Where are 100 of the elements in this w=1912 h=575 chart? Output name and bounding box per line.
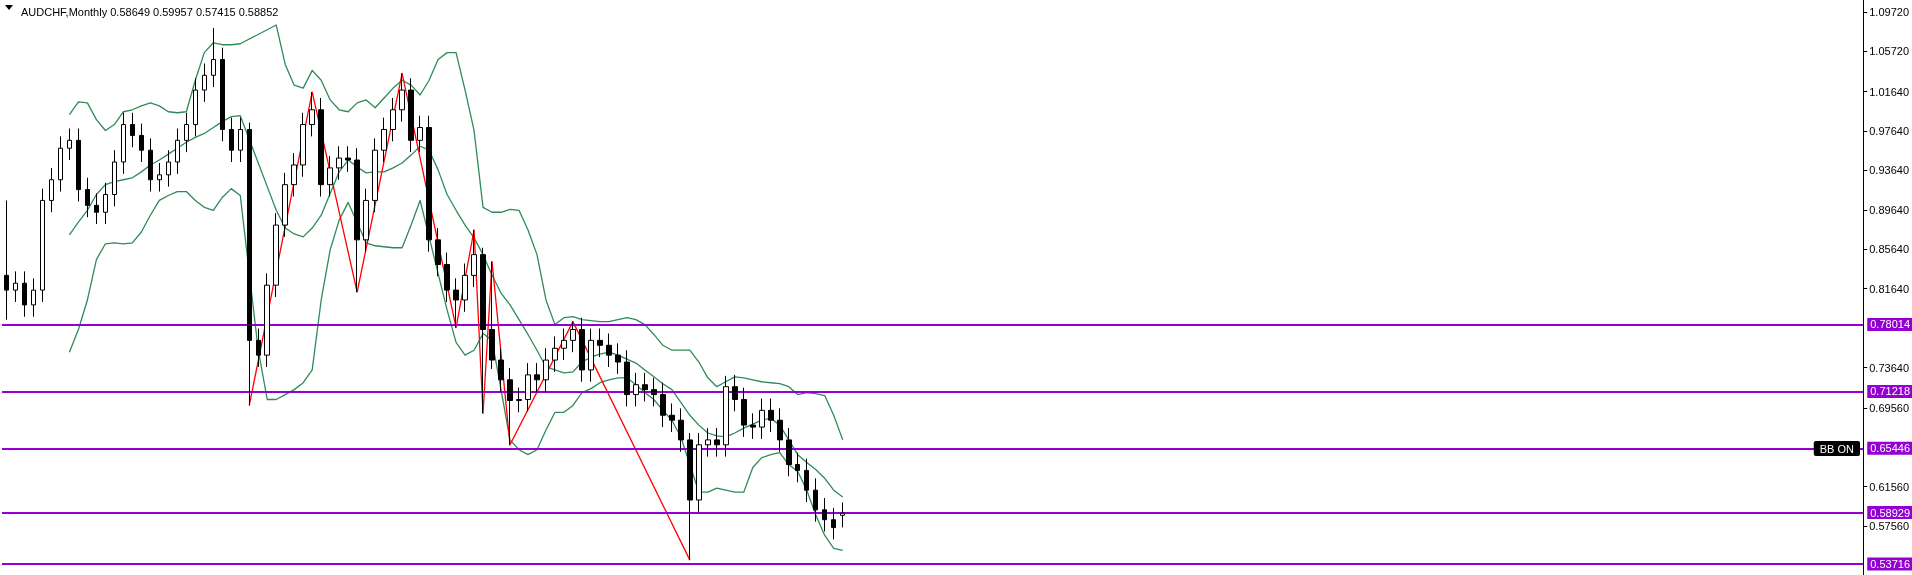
- candlestick: [804, 458, 809, 503]
- candlestick: [211, 27, 216, 88]
- candlestick: [435, 227, 441, 277]
- y-tick-label: 0.57560: [1869, 520, 1909, 533]
- candlestick: [67, 128, 72, 161]
- candlestick: [363, 188, 369, 253]
- candlestick: [58, 135, 63, 193]
- y-tick-label: 0.97640: [1869, 125, 1909, 138]
- candlestick: [112, 149, 117, 207]
- candlestick: [696, 432, 702, 513]
- candlestick: [76, 128, 81, 202]
- candlestick: [480, 247, 486, 414]
- candlestick: [193, 77, 198, 137]
- annotation: BB ON: [1819, 442, 1855, 455]
- candlestick: [534, 362, 540, 393]
- candlestick: [238, 117, 243, 163]
- candlestick: [705, 427, 711, 458]
- candlestick: [139, 123, 144, 163]
- candlestick: [130, 112, 135, 148]
- y-tick-label: 0.89640: [1869, 203, 1909, 216]
- candlestick: [444, 252, 450, 303]
- y-tick-label: 0.73640: [1869, 361, 1909, 374]
- candlestick: [336, 145, 342, 181]
- candlestick: [750, 412, 756, 440]
- candlestick: [202, 62, 207, 103]
- line-series: [68, 187, 844, 551]
- candlestick: [759, 398, 765, 440]
- line-series: [68, 115, 844, 498]
- candlestick: [498, 347, 504, 393]
- candlestick: [31, 277, 36, 318]
- candlestick: [795, 452, 800, 483]
- candlestick: [417, 115, 423, 153]
- candlestick: [597, 328, 603, 358]
- candlestick: [462, 263, 468, 313]
- candlestick: [525, 362, 531, 412]
- candlestick: [579, 317, 585, 383]
- candlestick: [822, 497, 827, 533]
- y-tick-label: 1.05720: [1869, 45, 1909, 58]
- candlestick: [247, 122, 252, 406]
- candlestick: [49, 167, 54, 213]
- candlestick: [372, 137, 378, 213]
- ref-line-label: 0.78014: [1870, 318, 1910, 331]
- candlestick: [606, 332, 612, 368]
- candlestick: [264, 272, 270, 368]
- ref-line-label: 0.71218: [1870, 385, 1910, 398]
- candlestick: [786, 427, 792, 477]
- candlestick: [175, 128, 180, 175]
- candlestick: [103, 182, 108, 225]
- ref-line-label: 0.65446: [1870, 442, 1910, 455]
- candlestick: [220, 47, 225, 142]
- text: AUDCHF,Monthly 0.58649 0.59957 0.57415 0.58852: [21, 5, 279, 18]
- candlestick: [561, 328, 567, 361]
- candlestick: [768, 398, 774, 433]
- candlestick: [624, 349, 630, 407]
- y-tick-label: 1.01640: [1869, 85, 1909, 98]
- candlestick: [309, 91, 315, 137]
- candlestick: [399, 72, 405, 123]
- candlestick: [318, 97, 324, 197]
- candlestick: [714, 427, 720, 458]
- y-tick-label: 0.69560: [1869, 401, 1909, 414]
- candlestick: [408, 77, 414, 153]
- candlestick: [507, 367, 513, 446]
- candlestick: [166, 149, 171, 188]
- candlestick: [354, 147, 360, 293]
- candlestick: [588, 328, 594, 383]
- candlestick: [633, 372, 639, 407]
- candlestick: [184, 112, 189, 153]
- candlestick: [777, 407, 783, 453]
- candlestick: [327, 155, 333, 197]
- candlestick: [40, 188, 45, 303]
- candlestick: [381, 117, 387, 163]
- ref-line-label: 0.53716: [1870, 557, 1910, 570]
- candlestick: [615, 342, 621, 375]
- y-tick-label: 0.85640: [1869, 243, 1909, 256]
- line-series: [68, 24, 844, 441]
- y-tick-label: 0.81640: [1869, 282, 1909, 295]
- candlestick: [282, 172, 288, 238]
- candlestick: [840, 501, 845, 528]
- candlestick: [642, 372, 648, 402]
- candlestick: [121, 112, 126, 175]
- candlestick: [273, 212, 279, 298]
- candlestick: [687, 432, 693, 561]
- candlestick: [543, 347, 549, 393]
- candlestick: [732, 374, 738, 412]
- candlestick: [741, 387, 747, 438]
- y-tick-label: 0.93640: [1869, 164, 1909, 177]
- candlestick: [516, 387, 522, 413]
- candlestick: [678, 407, 684, 453]
- ref-line-label: 0.58929: [1870, 506, 1910, 519]
- y-tick-label: 1.09720: [1869, 6, 1909, 19]
- candlestick: [13, 270, 18, 303]
- candlestick: [669, 402, 675, 433]
- candlestick: [148, 137, 153, 193]
- candlestick: [256, 328, 261, 368]
- candlestick: [229, 117, 234, 163]
- candlestick: [552, 335, 558, 373]
- candlestick: [300, 112, 306, 178]
- y-tick-label: 0.61560: [1869, 480, 1909, 493]
- candlestick: [723, 375, 729, 458]
- candlestick: [94, 193, 99, 225]
